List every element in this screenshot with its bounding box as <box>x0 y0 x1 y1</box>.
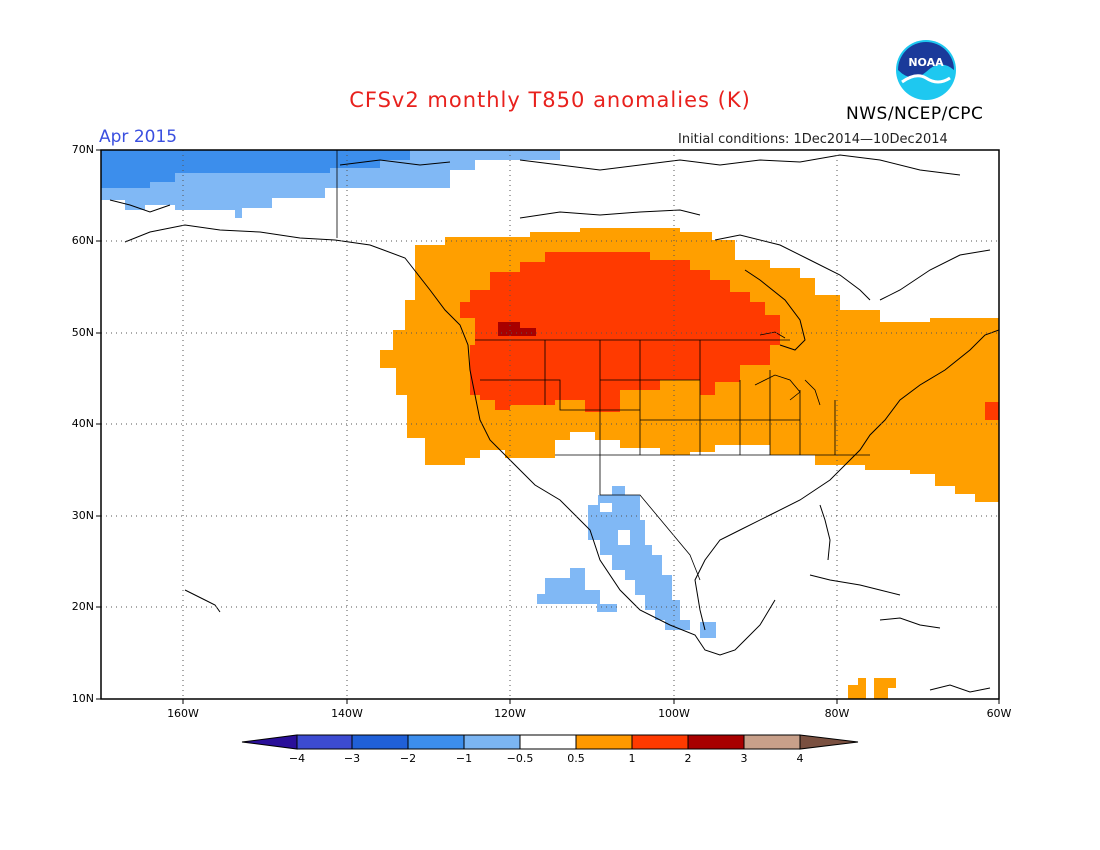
noaa-logo: NOAA <box>896 40 956 100</box>
colorbar-label: 0.5 <box>567 752 585 765</box>
anomaly-region-blue-yucatan <box>700 622 716 638</box>
noaa-logo-text: NOAA <box>908 56 944 69</box>
colorbar-label: 3 <box>740 752 748 765</box>
anomaly-region-orange-caribbean <box>848 678 896 699</box>
lon-label: 80W <box>824 707 850 720</box>
lon-label: 60W <box>986 707 1012 720</box>
lat-label: 40N <box>71 417 94 430</box>
lat-label: 30N <box>71 509 94 522</box>
colorbar-segment <box>631 734 689 750</box>
lat-label: 60N <box>71 234 94 247</box>
political-boundaries <box>336 150 870 581</box>
colorbar-segment <box>351 734 409 750</box>
tick-marks <box>96 149 1000 704</box>
colorbar-left-arrow <box>241 734 298 750</box>
forecast-month: Apr 2015 <box>99 127 178 147</box>
colorbar-label: −2 <box>399 752 417 765</box>
initial-conditions: Initial conditions: 1Dec2014—10Dec2014 <box>678 132 948 147</box>
colorbar-label: −0.5 <box>506 752 534 765</box>
anomaly-region-blue-baja <box>537 568 617 612</box>
great-lakes <box>754 331 821 406</box>
lon-label: 160W <box>167 707 199 720</box>
colorbar-segment <box>296 734 353 750</box>
colorbar-label: −1 <box>455 752 473 765</box>
colorbar-label: −3 <box>343 752 361 765</box>
anomaly-region-midblue-arctic <box>101 150 410 188</box>
lat-label: 70N <box>71 143 94 156</box>
agency-label: NWS/NCEP/CPC <box>846 104 984 124</box>
chart-title: CFSv2 monthly T850 anomalies (K) <box>349 88 751 112</box>
lat-label: 20N <box>71 600 94 613</box>
coastlines <box>109 154 999 693</box>
colorbar-label: 2 <box>684 752 692 765</box>
lon-label: 120W <box>494 707 526 720</box>
lat-label: 10N <box>71 692 94 705</box>
colorbar-segment <box>407 734 465 750</box>
colorbar-label: 4 <box>796 752 804 765</box>
colorbar <box>241 734 859 750</box>
anomaly-region-blue-mexico <box>588 486 690 630</box>
colorbar-segment <box>575 734 633 750</box>
colorbar-segment <box>519 734 577 750</box>
colorbar-right-arrow <box>799 734 859 750</box>
colorbar-segment <box>687 734 745 750</box>
colorbar-label: 1 <box>628 752 636 765</box>
lat-label: 50N <box>71 326 94 339</box>
lon-label: 100W <box>658 707 690 720</box>
colorbar-segment <box>463 734 521 750</box>
anomaly-region-red-east <box>985 402 999 420</box>
colorbar-label: −4 <box>288 752 306 765</box>
lon-label: 140W <box>331 707 363 720</box>
colorbar-segment <box>743 734 801 750</box>
